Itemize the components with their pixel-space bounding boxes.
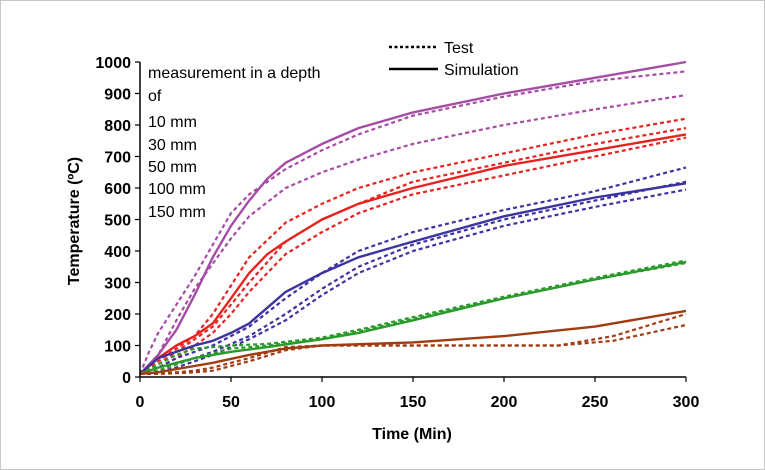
series-150mm-test-line <box>139 312 687 375</box>
annotation-line-2: of <box>148 88 162 105</box>
series-150mm-simulation-line <box>139 309 687 376</box>
y-tick-label: 900 <box>104 87 131 104</box>
legend: Test Simulation <box>389 40 519 79</box>
legend-test-label: Test <box>444 40 474 57</box>
depth-label-10mm: 10 mm <box>148 114 197 131</box>
depth-label-150mm: 150 mm <box>148 204 206 221</box>
y-tick-label: 400 <box>104 244 131 261</box>
x-tick-label: 200 <box>491 394 518 411</box>
series-30mm-test-line <box>139 127 687 375</box>
x-tick-label: 250 <box>582 394 609 411</box>
series-150mm-test-line <box>140 323 687 375</box>
legend-simulation-label: Simulation <box>444 62 519 79</box>
depth-label-50mm: 50 mm <box>148 159 197 176</box>
series-10mm-simulation-line <box>139 60 687 375</box>
x-axis-title: Time (Min) <box>372 426 452 443</box>
y-tick-label: 200 <box>104 307 131 324</box>
x-tick-label: 0 <box>136 394 145 411</box>
x-tick-label: 150 <box>400 394 427 411</box>
annotation-line-1: measurement in a depth <box>148 65 321 82</box>
depth-annotation: measurement in a depth of 10 mm 30 mm 50… <box>148 65 321 221</box>
y-tick-label: 800 <box>104 118 131 135</box>
x-tick-label: 50 <box>222 394 240 411</box>
x-tick-label: 300 <box>673 394 700 411</box>
series-10mm-test-line <box>138 70 687 375</box>
series-30mm-simulation-line <box>139 133 687 375</box>
y-axis-title: Temperature (ºC) <box>66 157 83 285</box>
tick-labels: 0 100 200 300 400 500 600 700 800 900 1000 0 50 100 15… <box>95 55 699 411</box>
series-30mm-test-line <box>139 136 687 375</box>
y-tick-label: 500 <box>104 213 131 230</box>
depth-label-30mm: 30 mm <box>148 137 197 154</box>
series-50mm-simulation-line <box>139 182 687 375</box>
axes <box>135 61 687 382</box>
y-tick-label: 600 <box>104 181 131 198</box>
series-50mm-test-line <box>139 188 687 375</box>
series-10mm-test-line <box>139 94 687 375</box>
y-tick-label: 700 <box>104 150 131 167</box>
series-30mm-test-line <box>139 117 687 375</box>
series-100mm-test-line <box>139 259 687 375</box>
x-tick-label: 100 <box>309 394 336 411</box>
series-lines <box>138 60 687 376</box>
series-100mm-test-line <box>139 261 687 375</box>
depth-label-100mm: 100 mm <box>148 181 206 198</box>
y-tick-label: 100 <box>104 339 131 356</box>
y-tick-label: 0 <box>122 370 131 387</box>
y-tick-label: 1000 <box>95 55 131 72</box>
y-tick-label: 300 <box>104 276 131 293</box>
